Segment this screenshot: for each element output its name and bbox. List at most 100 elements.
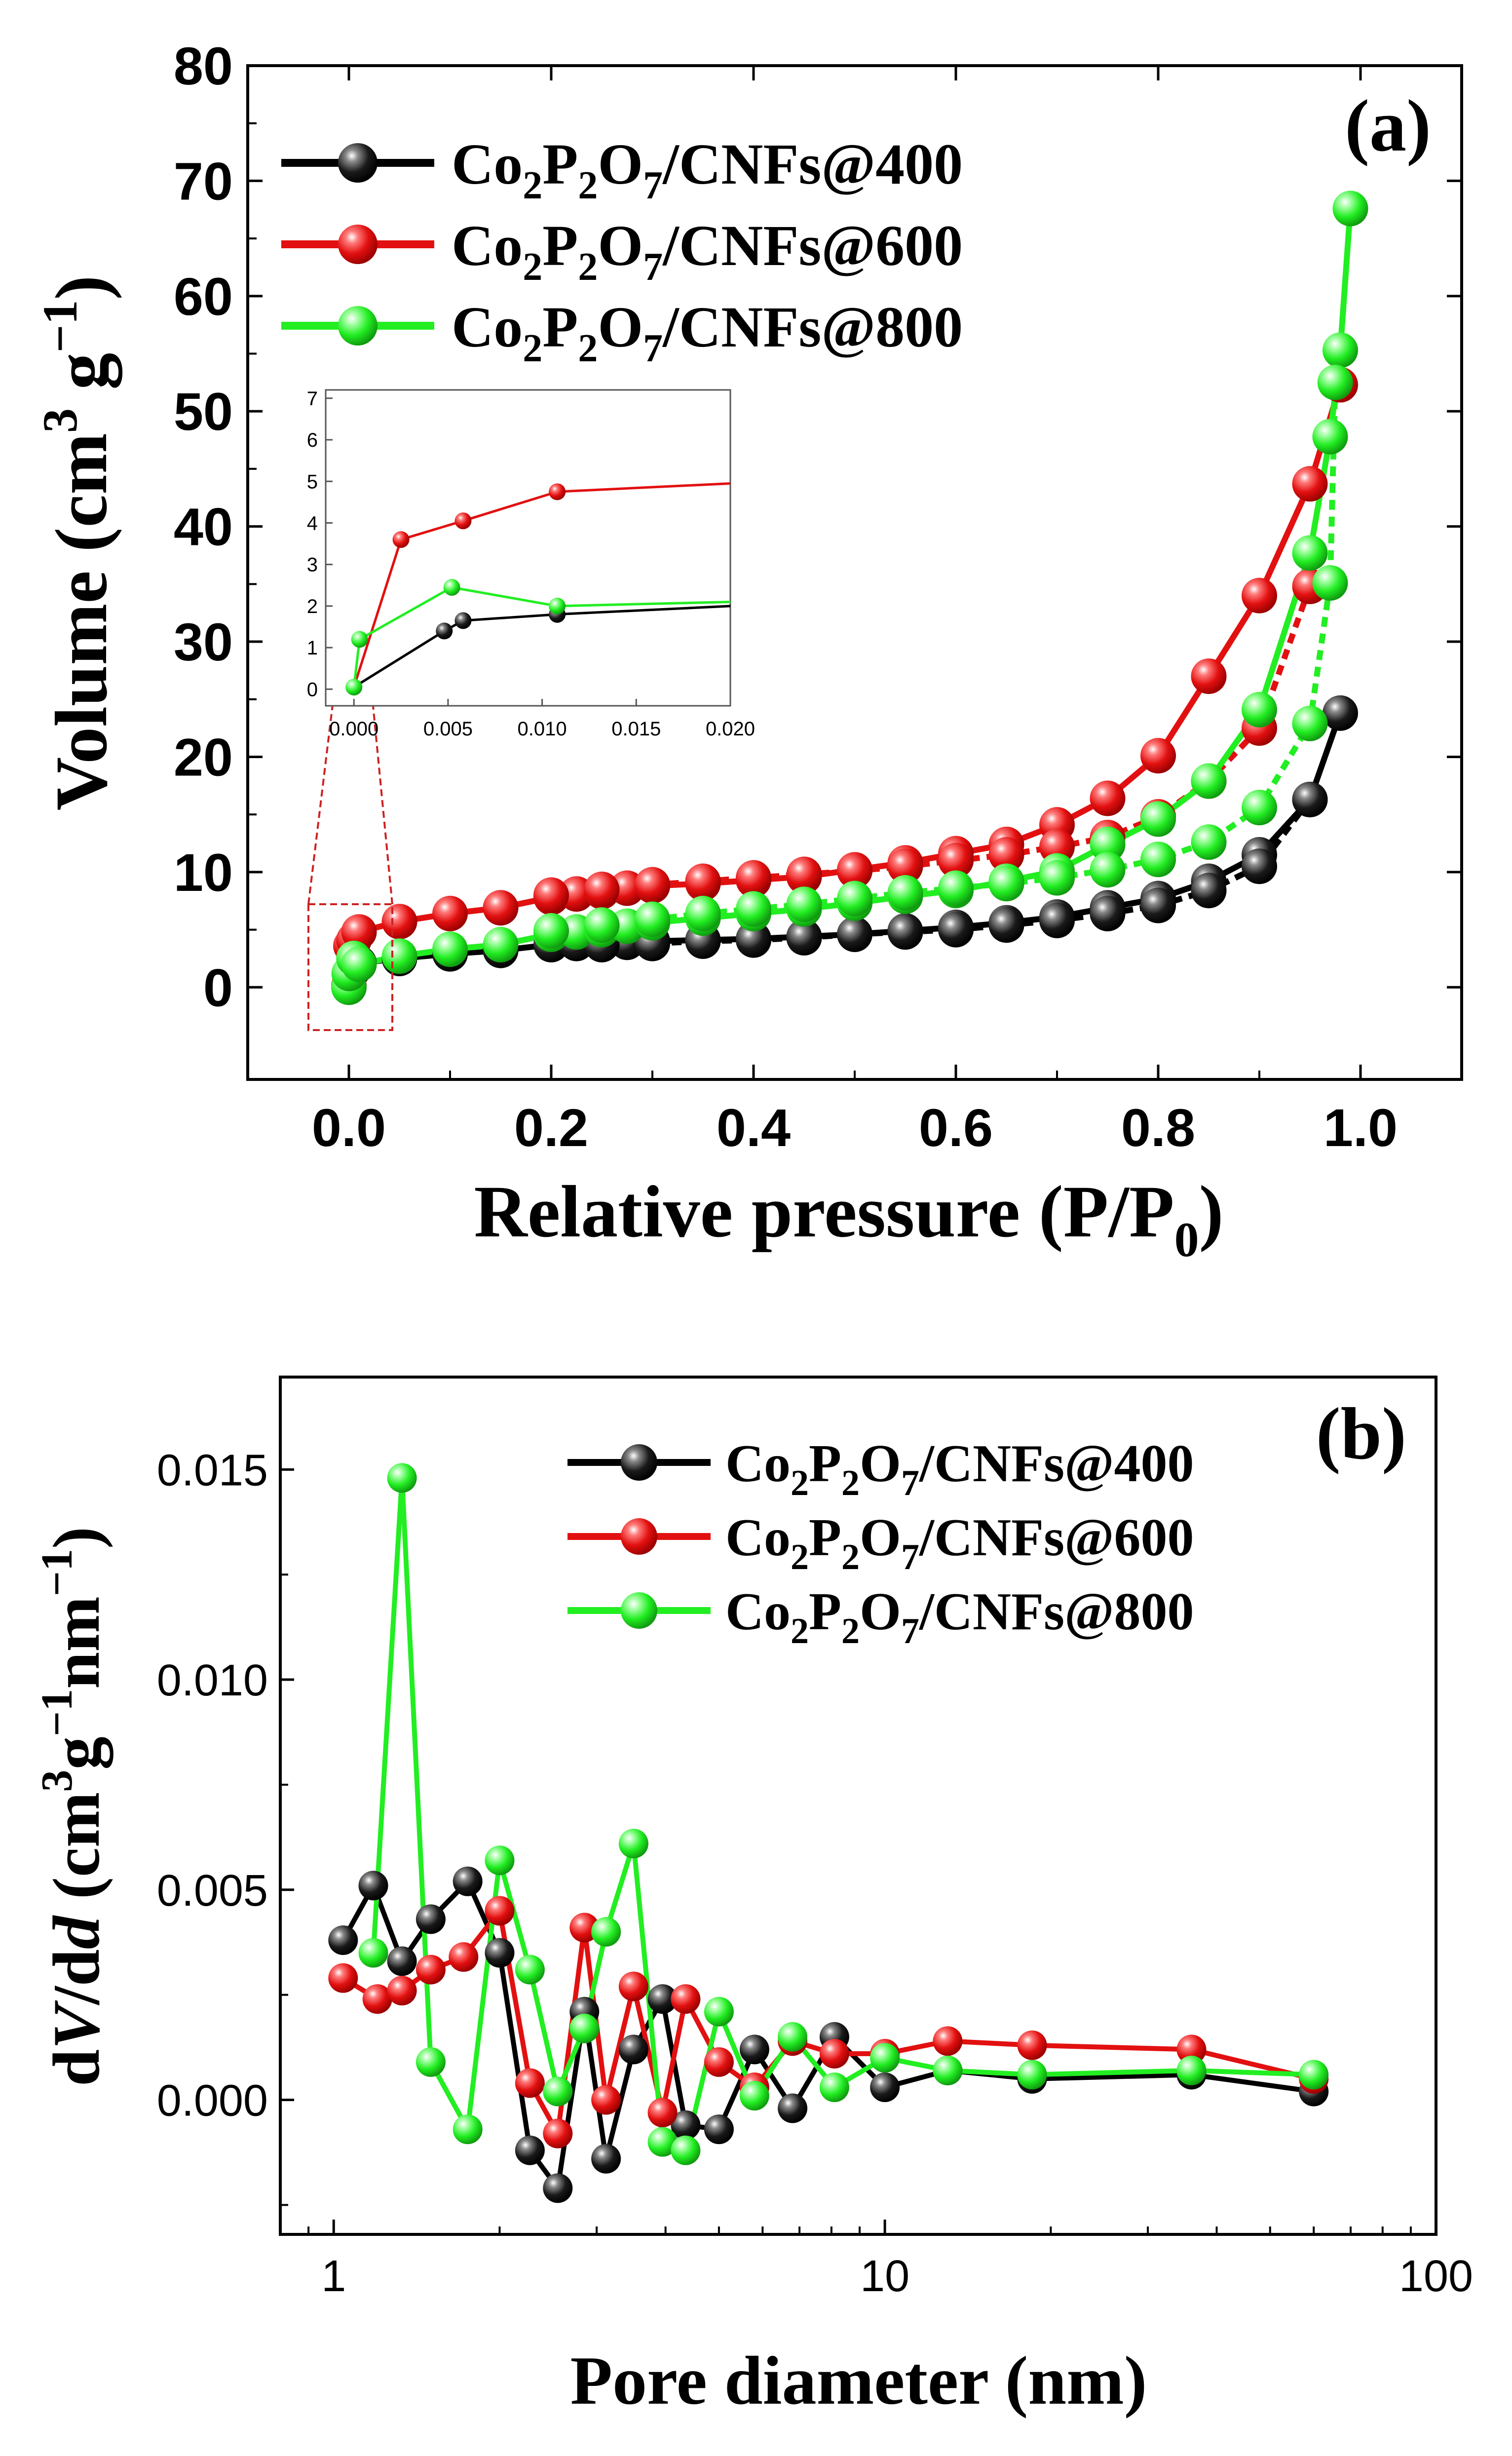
inset-xtick-label: 0.005 <box>423 718 473 740</box>
panel-a-legend-item-400: Co2P2O7/CNFs@400 <box>281 132 963 207</box>
panel-b-legend: Co2P2O7/CNFs@400 Co2P2O7/CNFs@600 Co2P2O… <box>567 1434 1194 1651</box>
b-line-400 <box>340 1877 1314 2195</box>
b-point-600 <box>591 2085 621 2115</box>
inset-ticks: 0 1 2 3 4 5 6 7 0.000 0.005 0.010 0.015 0.020 <box>307 388 755 740</box>
panel-b-legend-item-800: Co2P2O7/CNFs@800 <box>567 1582 1194 1651</box>
a-point-800 <box>1039 860 1075 896</box>
b-point-400 <box>647 1984 678 2014</box>
a-point-400 <box>1090 895 1126 931</box>
b-point-600 <box>704 2047 734 2077</box>
a-point-600 <box>1090 780 1126 816</box>
a-point-600 <box>736 860 771 896</box>
b-point-800 <box>358 1938 388 1968</box>
a-point-600 <box>786 856 822 892</box>
panel-a-legend: Co2P2O7/CNFs@400 Co2P2O7/CNFs@600 Co2P2O… <box>281 132 963 370</box>
legend-label-400: Co2P2O7/CNFs@400 <box>452 132 963 207</box>
b-point-800 <box>515 1955 545 1985</box>
b-point-800 <box>1176 2055 1207 2085</box>
a-point-400 <box>736 922 771 958</box>
a-point-800 <box>1292 535 1328 571</box>
a-point-400 <box>1292 781 1328 817</box>
b-point-800 <box>933 2055 963 2085</box>
a-point-600 <box>483 890 519 926</box>
a-xtick-label: 0.4 <box>717 1098 791 1157</box>
inset-point-400 <box>436 622 453 640</box>
a-point-600 <box>887 848 923 884</box>
a-point-800 <box>584 907 620 943</box>
inset-ytick-label: 0 <box>307 679 318 700</box>
a-point-800 <box>1090 826 1126 862</box>
b-point-800 <box>591 1917 621 1947</box>
inset-markers <box>345 483 566 696</box>
a-point-400 <box>1242 848 1277 884</box>
a-point-600 <box>1140 738 1176 774</box>
a-point-800 <box>1312 565 1348 601</box>
a-point-800 <box>1292 705 1328 741</box>
b-point-600 <box>387 1976 417 2006</box>
a-point-800 <box>685 895 721 931</box>
legend-label-800: Co2P2O7/CNFs@800 <box>452 295 963 370</box>
b-point-600 <box>328 1963 358 1993</box>
a-point-800 <box>381 938 417 974</box>
b-point-600 <box>819 2038 849 2069</box>
inset-point-600 <box>549 483 566 500</box>
a-point-800 <box>837 881 872 917</box>
b-point-800 <box>453 2114 483 2145</box>
inset-ytick-label: 3 <box>307 554 318 576</box>
inset-point-800 <box>549 597 566 614</box>
b-point-400 <box>485 1938 515 1968</box>
a-point-600 <box>685 863 721 899</box>
a-xtick-label: 0.6 <box>919 1098 993 1157</box>
legend-b-label-400: Co2P2O7/CNFs@400 <box>725 1434 1194 1503</box>
panel-a-y-axis-label: Volume (cm3 g−1) <box>33 275 122 811</box>
a-xtick-label: 0.8 <box>1121 1098 1195 1157</box>
a-point-800 <box>1323 332 1358 368</box>
inset-xtick-label: 0.015 <box>611 718 661 740</box>
a-point-400 <box>1039 902 1075 938</box>
inset-point-800 <box>443 579 460 596</box>
a-ytick-label: 40 <box>174 497 233 557</box>
panel-a-label: (a) <box>1345 85 1431 167</box>
b-point-400 <box>778 2093 808 2123</box>
inset-point-800 <box>345 679 363 696</box>
inset-ytick-label: 4 <box>307 512 318 534</box>
panel-b-markers <box>328 1463 1329 2203</box>
legend-b-marker-800 <box>621 1592 657 1629</box>
b-point-800 <box>819 2072 849 2102</box>
b-ytick-label: 0.000 <box>157 2076 268 2126</box>
a-point-800 <box>1191 763 1227 799</box>
a-point-800 <box>1191 824 1227 860</box>
inset-ytick-label: 6 <box>307 429 318 451</box>
b-point-400 <box>387 1946 417 1976</box>
inset-xtick-label: 0.020 <box>706 718 755 740</box>
panel-a-x-axis-label: Relative pressure (P/P0) <box>474 1171 1223 1267</box>
b-point-600 <box>485 1896 515 1926</box>
a-point-400 <box>887 914 923 950</box>
b-xtick-label: 10 <box>860 2252 909 2301</box>
a-line-800-adsorption <box>346 208 1354 988</box>
b-point-800 <box>704 1996 734 2027</box>
b-point-400 <box>453 1866 483 1896</box>
inset-point-600 <box>454 512 472 530</box>
b-point-600 <box>362 1984 392 2014</box>
inset-point-400 <box>454 612 472 629</box>
legend-b-marker-400 <box>621 1444 657 1481</box>
a-point-800 <box>432 931 468 967</box>
a-ytick-label: 60 <box>174 267 233 326</box>
panel-a-zoom-connector-2 <box>372 700 393 905</box>
b-point-600 <box>515 2068 545 2098</box>
inset-point-600 <box>392 531 410 548</box>
b-point-800 <box>1017 2060 1047 2090</box>
panel-b-y-axis-label: dV/dd (cm3g−1nm−1) <box>33 1527 113 2086</box>
panel-a-legend-item-800: Co2P2O7/CNFs@800 <box>281 295 963 370</box>
inset-frame <box>325 389 731 707</box>
a-point-800 <box>1090 852 1126 888</box>
a-ytick-label: 80 <box>174 36 233 96</box>
b-point-800 <box>416 2047 446 2077</box>
panel-a-inset: 0 1 2 3 4 5 6 7 0.000 0.005 0.010 0.015 0.020 <box>307 388 755 740</box>
inset-point-800 <box>351 631 368 648</box>
b-point-600 <box>449 1942 479 1972</box>
